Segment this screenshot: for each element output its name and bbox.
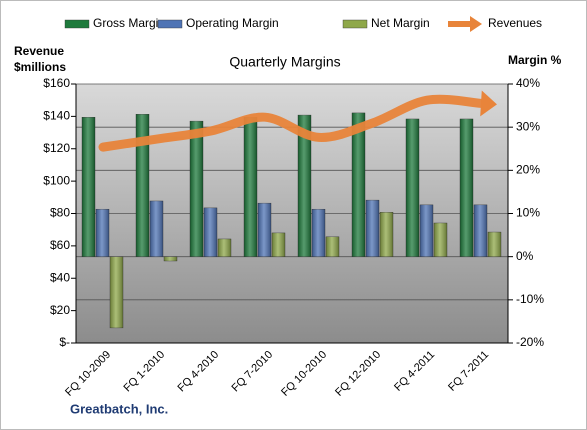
bar — [257, 202, 272, 257]
bar — [365, 199, 380, 257]
bar-shade — [474, 204, 487, 257]
bar-shade — [82, 117, 95, 257]
bar — [473, 204, 488, 257]
legend-swatch — [470, 16, 482, 32]
bar-shade — [380, 212, 393, 257]
legend-label: Revenues — [488, 16, 542, 30]
y2-tick-label: 0% — [516, 249, 534, 263]
legend-swatch — [342, 19, 368, 29]
y2-tick-label: 40% — [516, 76, 540, 90]
bar — [459, 118, 474, 257]
bar-shade — [326, 236, 339, 257]
bar-shade — [312, 209, 325, 257]
y-axis-title: Revenue — [14, 44, 64, 58]
bar-shade — [460, 118, 473, 257]
bar — [351, 112, 366, 257]
y-tick-label: $160 — [43, 76, 70, 90]
bar-shade — [488, 232, 501, 257]
bar-shade — [110, 256, 123, 328]
bar — [419, 204, 434, 257]
y-axis-title: $millions — [14, 60, 66, 74]
bar — [379, 212, 394, 257]
bar — [95, 208, 110, 257]
bar-shade — [136, 114, 149, 257]
bar — [149, 200, 164, 257]
bar — [311, 208, 326, 257]
y2-tick-label: 20% — [516, 163, 540, 177]
bar — [405, 118, 420, 257]
bar-shade — [190, 121, 203, 257]
bar — [189, 120, 204, 257]
y2-tick-label: -20% — [516, 335, 544, 349]
bar-shade — [204, 207, 217, 257]
bar — [487, 231, 502, 257]
y-tick-label: $140 — [43, 109, 70, 123]
bar-shade — [150, 200, 163, 257]
bar-shade — [258, 203, 271, 257]
bar — [297, 114, 312, 257]
legend-label: Operating Margin — [186, 16, 279, 30]
bar — [135, 114, 150, 257]
bar — [271, 232, 286, 257]
bar — [325, 236, 340, 257]
revenue-arrowhead — [480, 90, 497, 117]
bar-shade — [96, 209, 109, 257]
legend-swatch — [64, 19, 90, 29]
bar — [81, 117, 96, 257]
y-tick-label: $100 — [43, 173, 70, 187]
y-tick-label: $60 — [50, 238, 70, 252]
bar-shade — [272, 232, 285, 257]
bar — [163, 256, 178, 262]
bar — [109, 256, 124, 329]
y-tick-label: $20 — [50, 303, 70, 317]
bar-shade — [420, 204, 433, 257]
bar — [243, 117, 258, 257]
bar — [433, 222, 448, 257]
legend-label: Gross Margin — [93, 16, 165, 30]
bar — [217, 238, 232, 257]
y-tick-label: $120 — [43, 141, 70, 155]
revenue-line — [98, 94, 486, 152]
legend-swatch — [157, 19, 183, 29]
footer: Greatbatch, Inc. — [70, 401, 168, 416]
bar-shade — [352, 112, 365, 257]
y-tick-label: $- — [59, 335, 70, 349]
bar-shade — [406, 118, 419, 257]
bar-shade — [366, 200, 379, 257]
chart-title: Quarterly Margins — [229, 54, 340, 70]
legend-label: Net Margin — [371, 16, 430, 30]
y-tick-label: $80 — [50, 206, 70, 220]
bar-shade — [434, 222, 447, 257]
bar-shade — [164, 256, 177, 261]
y2-tick-label: 10% — [516, 206, 540, 220]
y-tick-label: $40 — [50, 270, 70, 284]
bar — [203, 207, 218, 257]
y2-tick-label: 30% — [516, 119, 540, 133]
bar-shade — [244, 117, 257, 257]
bar-shade — [218, 238, 231, 257]
y2-tick-label: -10% — [516, 292, 544, 306]
y2-axis-title: Margin % — [508, 53, 562, 67]
bar-shade — [298, 115, 311, 257]
